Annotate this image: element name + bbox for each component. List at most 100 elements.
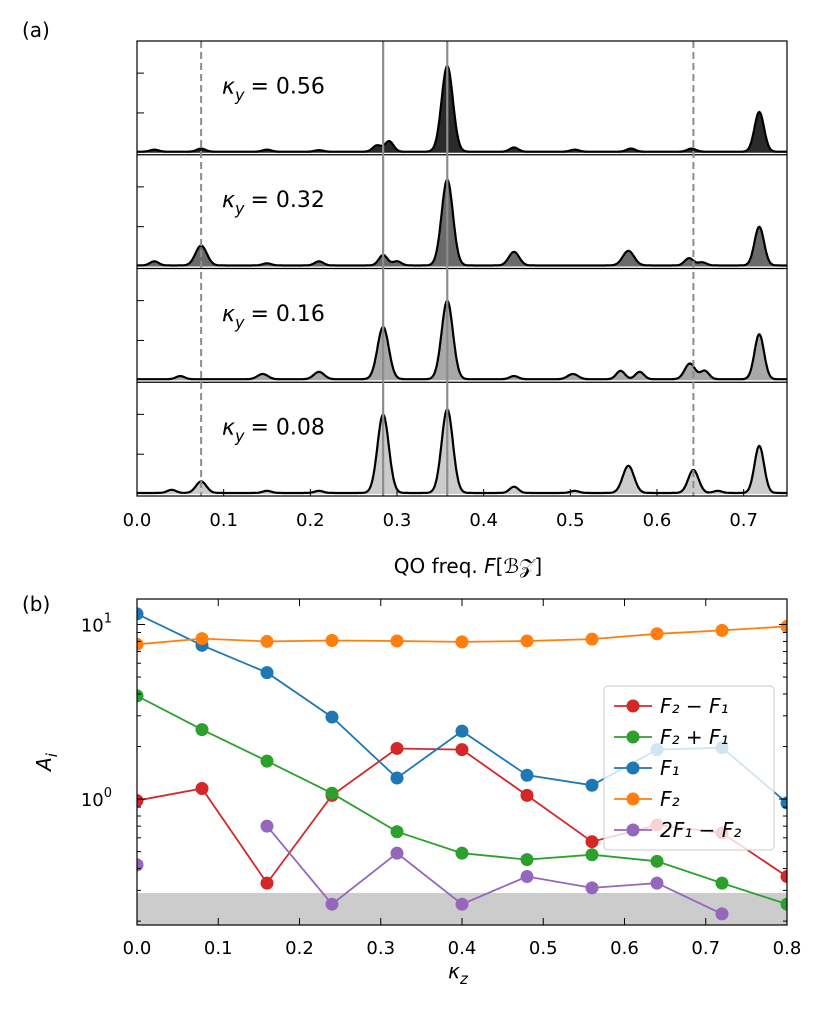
data-point [780, 897, 787, 911]
legend-item: 2F₁ − F₂ [614, 818, 741, 842]
legend-marker [626, 730, 640, 744]
spectrum-fill [137, 179, 787, 267]
data-point [325, 786, 339, 800]
spectrum-line [136, 408, 788, 495]
data-point [260, 876, 274, 890]
data-point [520, 768, 534, 782]
x-tick-label: 0.8 [773, 938, 802, 959]
x-tick-label: 0.3 [366, 938, 395, 959]
x-tick-label: 0.2 [296, 510, 325, 531]
data-point [325, 897, 339, 911]
legend-label: F₂ + F₁ [660, 725, 729, 749]
kappa-value: = 0.32 [250, 188, 324, 213]
data-point [520, 870, 534, 884]
data-point [390, 634, 404, 648]
y-axis-title: Ai [32, 752, 61, 773]
x-axis-title-prefix: QO freq. [394, 554, 484, 578]
x-tick-label: 0.3 [383, 510, 412, 531]
x-axis-title: QO freq. F[ℬ𝒵] [394, 554, 542, 578]
data-point [325, 710, 339, 724]
legend-label: 2F₁ − F₂ [660, 818, 741, 842]
x-axis-title-var: F [484, 554, 496, 578]
data-point [650, 876, 664, 890]
legend-marker [626, 699, 640, 713]
kappa-value: = 0.08 [250, 416, 324, 441]
data-point [455, 897, 469, 911]
data-point [325, 633, 339, 647]
y-tick-base: 10 [81, 790, 104, 811]
kappa-y-label: κy = 0.32 [222, 188, 325, 218]
kappa-symbol: κ [222, 74, 235, 99]
data-point [585, 778, 599, 792]
y-axis-title-sub: i [43, 752, 61, 757]
x-tick-label: 0.6 [643, 510, 672, 531]
kappa-symbol: κ [222, 416, 235, 441]
legend-marker [626, 792, 640, 806]
spectrum-row: κy = 0.16 [136, 267, 788, 381]
data-point [455, 724, 469, 738]
data-point [780, 796, 787, 810]
legend-item: F₂ − F₁ [614, 694, 729, 718]
data-point [715, 907, 729, 921]
data-point [585, 632, 599, 646]
data-point [390, 771, 404, 785]
legend-marker [626, 823, 640, 837]
legend-item: F₂ [614, 787, 680, 811]
kappa-symbol: κ [222, 188, 235, 213]
x-tick-label: 0.6 [610, 938, 639, 959]
x-axis-title-sub: z [459, 970, 469, 988]
spectrum-line [136, 178, 788, 267]
kappa-subscript: y [234, 85, 245, 104]
panel-a-label: (a) [22, 18, 50, 42]
legend-item: F₂ + F₁ [614, 725, 729, 749]
x-tick-label: 0.5 [529, 938, 558, 959]
data-point [195, 632, 209, 646]
x-tick-label: 0.2 [285, 938, 314, 959]
kappa-subscript: y [234, 427, 245, 446]
spectrum-line [136, 299, 788, 381]
legend-label: F₂ [660, 787, 680, 811]
kappa-value: = 0.16 [250, 302, 324, 327]
data-point [520, 634, 534, 648]
spectrum-line [136, 64, 788, 153]
data-point [585, 835, 599, 849]
data-point [390, 846, 404, 860]
data-point [195, 723, 209, 737]
legend-item: F₁ [614, 756, 680, 780]
x-tick-label: 0.1 [204, 938, 233, 959]
y-tick-exponent: 1 [104, 612, 112, 627]
x-axis-title-unit: [ℬ𝒵] [496, 554, 543, 578]
x-tick-label: 0.4 [469, 510, 498, 531]
x-tick-label: 0.1 [209, 510, 238, 531]
data-point [260, 634, 274, 648]
data-point [585, 848, 599, 862]
legend-label: F₁ [660, 756, 680, 780]
x-axis-title: κz [448, 959, 469, 988]
data-point [455, 635, 469, 649]
data-point [650, 854, 664, 868]
data-point [390, 825, 404, 839]
data-point [137, 689, 144, 703]
kappa-y-label: κy = 0.56 [222, 74, 325, 104]
y-tick-label: 101 [81, 612, 112, 637]
data-point [455, 846, 469, 860]
data-point [585, 881, 599, 895]
x-tick-label: 0.0 [123, 510, 152, 531]
kappa-value: = 0.56 [250, 74, 324, 99]
x-tick-label: 0.5 [556, 510, 585, 531]
data-point [260, 754, 274, 768]
data-point [715, 876, 729, 890]
data-point [137, 794, 144, 808]
spectrum-row: κy = 0.08 [136, 381, 788, 495]
kappa-subscript: y [234, 199, 245, 218]
y-tick-exponent: 0 [104, 786, 112, 801]
data-point [390, 741, 404, 755]
series-3 [137, 619, 787, 651]
legend-label: F₂ − F₁ [660, 694, 729, 718]
kappa-y-label: κy = 0.08 [222, 416, 325, 446]
legend-marker [626, 761, 640, 775]
y-axis-title-var: A [32, 757, 56, 773]
legend-box [603, 685, 775, 851]
